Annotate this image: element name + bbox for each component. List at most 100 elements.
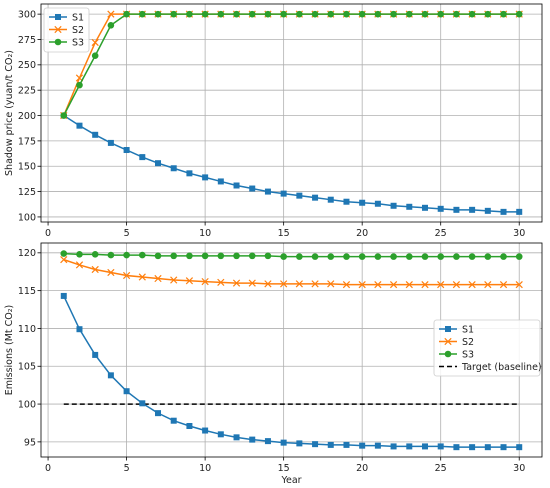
data-point xyxy=(217,278,225,286)
data-point xyxy=(389,280,398,289)
data-point xyxy=(76,251,83,258)
legend-label: Target (baseline) xyxy=(461,362,542,373)
legend-marker xyxy=(55,14,61,20)
data-point xyxy=(123,10,130,18)
data-point xyxy=(155,160,162,167)
x-tick-label: 20 xyxy=(356,228,368,239)
data-point xyxy=(390,10,397,18)
data-point xyxy=(295,280,303,288)
data-point xyxy=(296,440,303,447)
data-point xyxy=(123,388,130,395)
data-point xyxy=(91,38,99,47)
data-point xyxy=(484,253,492,260)
series-s3 xyxy=(60,250,523,260)
legend-box xyxy=(433,319,541,377)
data-point xyxy=(217,10,225,18)
data-point xyxy=(499,280,508,289)
data-point xyxy=(453,444,460,451)
data-point xyxy=(92,131,99,138)
data-point xyxy=(500,444,507,451)
data-point xyxy=(437,205,444,212)
data-point xyxy=(202,427,209,434)
data-point xyxy=(264,438,271,445)
data-point xyxy=(107,251,115,259)
data-point xyxy=(280,190,287,197)
data-point xyxy=(484,280,492,289)
data-point xyxy=(311,10,319,18)
series-line xyxy=(63,258,520,286)
data-point xyxy=(405,253,413,260)
data-point xyxy=(312,194,319,201)
data-point xyxy=(91,265,99,274)
data-point xyxy=(453,206,460,213)
data-point xyxy=(296,253,303,260)
data-point xyxy=(390,202,397,209)
data-point xyxy=(233,434,240,441)
plot-area-frame xyxy=(40,3,543,223)
data-point xyxy=(358,253,366,260)
x-tick-label: 15 xyxy=(278,228,290,239)
y-tick-label: 100 xyxy=(18,212,36,223)
x-tick-label: 0 xyxy=(45,228,51,239)
data-point xyxy=(249,436,256,443)
data-point xyxy=(170,10,178,18)
data-point xyxy=(311,253,319,260)
legend-entry: S3 xyxy=(439,349,474,360)
data-point xyxy=(201,252,209,260)
x-tick-label: 5 xyxy=(124,463,130,474)
data-point xyxy=(138,251,146,259)
data-point xyxy=(139,400,146,407)
series-s1 xyxy=(60,292,523,451)
legend-entry: S1 xyxy=(439,324,474,335)
x-tick-label: 30 xyxy=(513,228,525,239)
data-point xyxy=(107,372,114,379)
data-point xyxy=(76,122,83,129)
y-tick-label: 120 xyxy=(18,248,36,259)
data-point xyxy=(233,252,240,260)
data-point xyxy=(468,10,476,18)
legend-marker xyxy=(54,38,62,46)
data-point xyxy=(217,431,224,438)
data-point xyxy=(359,442,366,449)
data-point xyxy=(233,10,240,18)
y-tick-label: 200 xyxy=(18,111,36,122)
data-point xyxy=(76,326,83,333)
data-point xyxy=(170,276,178,284)
data-point xyxy=(139,154,146,161)
data-point xyxy=(217,252,225,260)
data-point xyxy=(343,441,350,448)
data-point xyxy=(296,192,303,199)
data-point xyxy=(155,410,162,417)
data-point xyxy=(437,253,445,260)
data-point xyxy=(515,253,523,260)
series-s2 xyxy=(60,256,523,289)
y-tick-label: 115 xyxy=(18,286,36,297)
data-point xyxy=(516,444,523,451)
data-point xyxy=(390,253,397,260)
y-tick-label: 105 xyxy=(18,362,36,373)
data-point xyxy=(154,252,162,260)
data-point xyxy=(76,81,83,89)
data-point xyxy=(390,443,397,450)
data-point xyxy=(186,170,193,177)
data-point xyxy=(91,52,99,60)
data-point xyxy=(421,443,428,450)
data-point xyxy=(468,253,476,260)
data-point xyxy=(327,10,335,18)
data-point xyxy=(233,182,240,189)
data-point xyxy=(405,10,413,18)
data-point xyxy=(170,165,177,172)
data-point xyxy=(138,10,146,18)
data-point xyxy=(374,253,382,260)
series-s3 xyxy=(60,10,523,119)
data-point xyxy=(359,199,366,206)
y-axis-label: Shadow price (yuan/t CO₂) xyxy=(4,50,15,176)
legend-label: S3 xyxy=(72,37,84,48)
series xyxy=(60,250,523,451)
legend-entry: S2 xyxy=(49,25,84,36)
data-point xyxy=(170,252,178,260)
data-point xyxy=(515,10,523,18)
